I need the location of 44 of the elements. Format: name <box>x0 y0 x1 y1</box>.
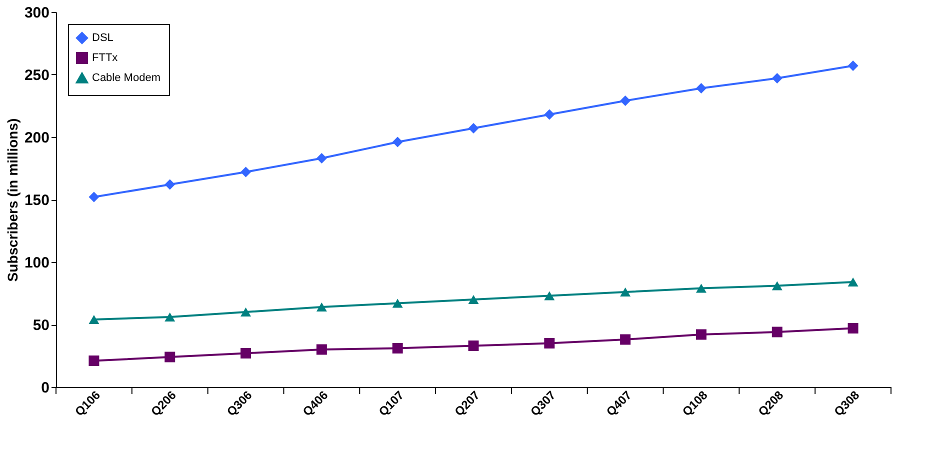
point <box>696 284 706 293</box>
legend-label: Cable Modem <box>92 72 160 84</box>
point <box>544 109 555 120</box>
point <box>88 356 100 366</box>
point <box>468 340 479 351</box>
point <box>164 352 176 362</box>
point <box>848 323 858 334</box>
point <box>620 334 631 345</box>
legend-label: DSL <box>92 32 114 44</box>
point <box>316 302 327 312</box>
point <box>468 294 479 304</box>
point <box>620 287 631 297</box>
point <box>88 192 100 202</box>
y-tick-label: 50 <box>32 317 50 334</box>
point <box>772 326 782 338</box>
point <box>88 314 100 324</box>
point <box>240 348 252 358</box>
point <box>620 96 631 106</box>
point <box>316 344 327 355</box>
point <box>848 277 858 287</box>
point <box>240 166 252 178</box>
point <box>772 281 782 290</box>
point <box>164 179 176 190</box>
point <box>696 83 706 94</box>
point <box>164 312 176 322</box>
y-tick-label: 0 <box>41 380 50 396</box>
point <box>316 153 327 164</box>
point <box>392 136 403 148</box>
point <box>240 307 252 317</box>
y-tick-label: 250 <box>24 67 50 84</box>
point <box>848 60 858 71</box>
point <box>392 298 403 308</box>
legend-label: FTTx <box>92 52 118 64</box>
point <box>772 73 782 84</box>
point <box>392 343 403 354</box>
point <box>544 291 555 300</box>
point <box>468 123 479 134</box>
y-axis-title: Subscribers (in millions) <box>4 118 20 282</box>
y-tick-label: 100 <box>24 254 50 272</box>
y-tick-label: 150 <box>24 192 50 209</box>
point <box>696 329 706 340</box>
y-tick-label: 300 <box>24 4 50 22</box>
point <box>544 338 555 348</box>
y-tick-label: 200 <box>24 130 50 146</box>
